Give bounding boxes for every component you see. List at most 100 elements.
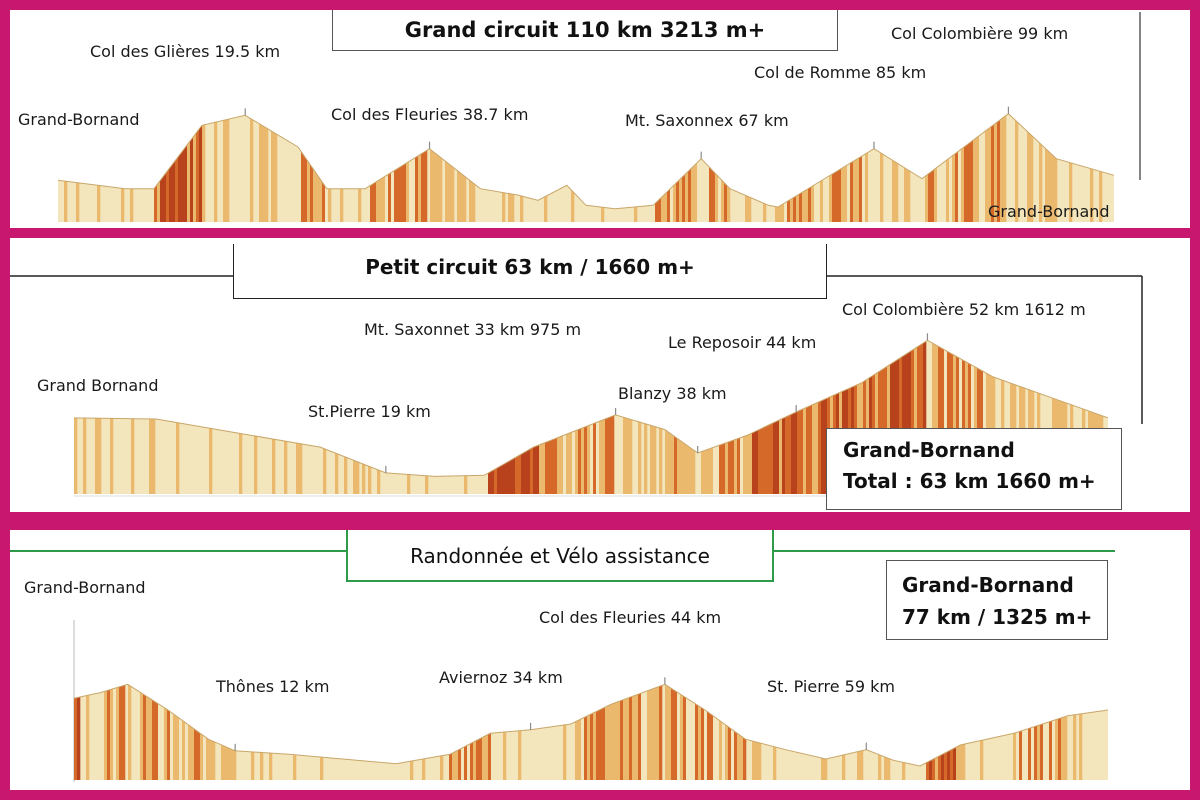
gradient-stripe	[1031, 684, 1035, 780]
gradient-stripe	[851, 340, 855, 494]
gradient-stripe	[698, 684, 702, 780]
gradient-stripe	[697, 113, 701, 222]
gradient-stripe	[464, 684, 468, 780]
gradient-stripe	[856, 113, 860, 222]
gradient-stripe	[824, 340, 828, 494]
gradient-stripe	[685, 113, 689, 222]
gradient-stripe	[209, 340, 213, 494]
gradient-stripe	[947, 684, 951, 780]
gradient-stripe	[868, 113, 872, 222]
gradient-stripe	[692, 684, 696, 780]
gradient-stripe	[689, 684, 693, 780]
gradient-stripe	[881, 340, 885, 494]
gradient-stripe	[712, 113, 716, 222]
gradient-stripe	[1028, 684, 1032, 780]
gradient-stripe	[634, 113, 638, 222]
gradient-stripe	[250, 113, 254, 222]
gradient-stripe	[83, 340, 87, 494]
gradient-stripe	[710, 684, 714, 780]
gradient-stripe	[932, 340, 936, 494]
gradient-stripe	[173, 684, 177, 780]
profile-area	[74, 684, 1108, 780]
gradient-stripe	[1001, 340, 1005, 494]
gradient-stripe	[946, 113, 950, 222]
petit-circuit-start-label: Grand Bornand	[37, 376, 159, 395]
gradient-stripe	[971, 340, 975, 494]
randonnee-panel: Randonnée et Vélo assistance Grand-Borna…	[10, 530, 1190, 790]
gradient-stripe	[590, 340, 594, 494]
gradient-stripe	[923, 340, 927, 494]
gradient-stripe	[608, 684, 612, 780]
gradient-stripe	[271, 113, 275, 222]
gradient-stripe	[1090, 113, 1094, 222]
gradient-stripe	[668, 684, 672, 780]
gradient-stripe	[508, 113, 512, 222]
petit-circuit-label-colombiere: Col Colombière 52 km 1612 m	[842, 300, 1086, 319]
gradient-stripe	[794, 340, 798, 494]
gradient-stripe	[620, 684, 624, 780]
gradient-stripe	[667, 113, 671, 222]
gradient-stripe	[658, 113, 662, 222]
gradient-stripe	[203, 684, 207, 780]
gradient-stripe	[902, 340, 906, 494]
grand-circuit-start-label: Grand-Bornand	[18, 110, 140, 129]
gradient-stripe	[155, 684, 159, 780]
gradient-stripe	[167, 684, 171, 780]
grand-circuit-label-saxonnex: Mt. Saxonnex 67 km	[625, 111, 789, 130]
gradient-stripe	[113, 684, 117, 780]
gradient-stripe	[842, 684, 846, 780]
gradient-stripe	[463, 113, 467, 222]
gradient-stripe	[859, 113, 863, 222]
gradient-stripe	[914, 340, 918, 494]
gradient-stripe	[97, 113, 101, 222]
gradient-stripe	[293, 684, 297, 780]
gradient-stripe	[707, 684, 711, 780]
gradient-stripe	[659, 684, 663, 780]
gradient-stripe	[962, 340, 966, 494]
gradient-stripe	[143, 684, 147, 780]
gradient-stripe	[671, 684, 675, 780]
gradient-stripe	[677, 684, 681, 780]
gradient-stripe	[758, 684, 762, 780]
gradient-stripe	[571, 113, 575, 222]
gradient-stripe	[964, 113, 968, 222]
gradient-stripe	[601, 113, 605, 222]
gradient-stripe	[415, 113, 419, 222]
grand-circuit-label-romme: Col de Romme 85 km	[754, 63, 927, 82]
gradient-stripe	[682, 113, 686, 222]
gradient-stripe	[137, 684, 141, 780]
gradient-stripe	[938, 340, 942, 494]
gradient-stripe	[406, 113, 410, 222]
gradient-stripe	[734, 684, 738, 780]
grand-circuit-panel: Grand circuit 110 km 3213 m+ Grand-Borna…	[10, 10, 1190, 228]
gradient-stripe	[952, 113, 956, 222]
gradient-stripe	[931, 113, 935, 222]
gradient-stripe	[785, 340, 789, 494]
gradient-stripe	[824, 684, 828, 780]
gradient-stripe	[1043, 684, 1047, 780]
gradient-stripe	[170, 684, 174, 780]
gradient-stripe	[470, 684, 474, 780]
profile-line	[73, 339, 1109, 477]
gradient-stripe	[718, 113, 722, 222]
gradient-stripe	[169, 113, 173, 222]
gradient-stripe	[461, 684, 465, 780]
gradient-stripe	[1051, 113, 1055, 222]
gradient-stripe	[974, 340, 978, 494]
gradient-stripe	[134, 684, 138, 780]
gradient-stripe	[160, 113, 164, 222]
gradient-stripe	[202, 113, 206, 222]
gradient-stripe	[1064, 340, 1068, 494]
gradient-stripe	[410, 684, 414, 780]
gradient-stripe	[959, 340, 963, 494]
gradient-stripe	[473, 684, 477, 780]
randonnee-label-st-pierre: St. Pierre 59 km	[767, 677, 895, 696]
gradient-stripe	[1019, 684, 1023, 780]
gradient-stripe	[188, 684, 192, 780]
gradient-stripe	[581, 684, 585, 780]
gradient-stripe	[713, 684, 717, 780]
gradient-stripe	[491, 684, 495, 780]
gradient-stripe	[688, 113, 692, 222]
gradient-stripe	[967, 113, 971, 222]
gradient-stripe	[86, 684, 90, 780]
